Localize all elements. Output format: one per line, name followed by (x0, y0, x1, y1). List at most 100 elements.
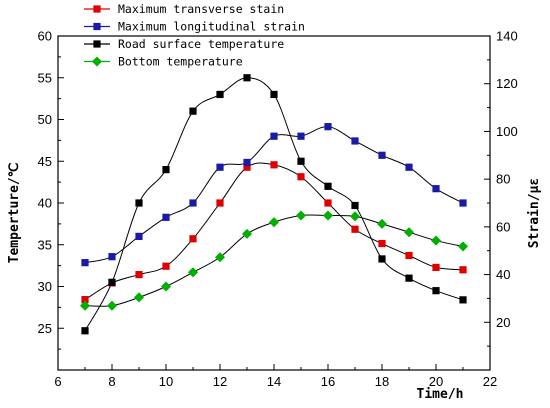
data-point-maximum-longitudinal-strain (162, 213, 170, 221)
y-right-axis-title: Strain/με (527, 178, 542, 248)
data-point-road-surface-temperature (270, 90, 278, 99)
data-point-bottom-temperature (268, 217, 280, 228)
x-tick-label: 22 (483, 374, 497, 389)
data-point-maximum-transverse-stain (270, 161, 278, 169)
data-point-bottom-temperature (349, 211, 361, 222)
legend-label-maximum-longitudinal-strain: Maximum longitudinal strain (118, 20, 305, 34)
data-point-bottom-temperature (241, 228, 253, 239)
data-point-bottom-temperature (187, 267, 199, 278)
data-point-bottom-temperature (430, 235, 442, 246)
x-tick-label: 14 (267, 374, 281, 389)
data-point-maximum-transverse-stain (216, 199, 224, 207)
y-left-tick-label: 25 (38, 321, 52, 336)
data-point-maximum-longitudinal-strain (243, 158, 251, 167)
y-right-tick-label: 100 (496, 124, 518, 139)
data-point-maximum-longitudinal-strain (459, 199, 467, 207)
data-point-maximum-longitudinal-strain (81, 259, 89, 267)
data-point-maximum-longitudinal-strain (189, 199, 197, 207)
data-point-maximum-longitudinal-strain (135, 232, 143, 240)
data-point-maximum-transverse-stain (351, 225, 359, 233)
data-point-road-surface-temperature (108, 278, 116, 286)
y-left-tick-label: 60 (38, 29, 52, 44)
data-point-bottom-temperature (403, 227, 415, 238)
data-point-maximum-transverse-stain (243, 163, 251, 171)
data-point-maximum-transverse-stain (459, 266, 467, 274)
data-point-bottom-temperature (457, 241, 469, 252)
y-right-tick-label: 40 (496, 267, 510, 282)
legend-label-road-surface-temperature: Road surface temperature (118, 37, 284, 51)
data-point-bottom-temperature (295, 210, 307, 221)
y-left-tick-label: 35 (38, 237, 52, 252)
y-right-tick-label: 60 (496, 219, 510, 234)
data-point-maximum-transverse-stain (378, 239, 386, 248)
data-point-road-surface-temperature (297, 157, 305, 165)
data-point-maximum-transverse-stain (135, 270, 143, 279)
data-point-maximum-transverse-stain (189, 235, 197, 243)
series-markers (79, 74, 469, 335)
data-point-maximum-longitudinal-strain (405, 163, 413, 171)
y-left-tick-label: 40 (38, 196, 52, 211)
data-point-road-surface-temperature (351, 201, 359, 210)
legend-marker-bottom-temperature (91, 56, 103, 67)
data-point-road-surface-temperature (216, 90, 224, 99)
data-point-road-surface-temperature (243, 74, 251, 82)
x-tick-label: 6 (54, 374, 61, 389)
y-right-tick-label: 140 (496, 29, 518, 44)
y-right-tick-label: 80 (496, 172, 510, 187)
data-point-maximum-longitudinal-strain (378, 151, 386, 159)
data-point-road-surface-temperature (162, 166, 170, 174)
data-point-road-surface-temperature (135, 199, 143, 207)
data-point-maximum-transverse-stain (324, 199, 332, 207)
data-point-road-surface-temperature (405, 274, 413, 282)
data-point-maximum-longitudinal-strain (216, 163, 224, 171)
legend-label-bottom-temperature: Bottom temperature (118, 55, 243, 69)
x-tick-label: 16 (321, 374, 335, 389)
data-point-maximum-longitudinal-strain (108, 253, 116, 261)
y-left-tick-label: 50 (38, 112, 52, 127)
y-right-tick-label: 20 (496, 315, 510, 330)
data-point-maximum-transverse-stain (81, 296, 89, 304)
data-point-road-surface-temperature (378, 255, 386, 263)
x-tick-label: 18 (375, 374, 389, 389)
data-point-bottom-temperature (106, 300, 118, 311)
data-point-maximum-transverse-stain (405, 251, 413, 260)
data-point-maximum-longitudinal-strain (324, 123, 332, 131)
data-point-maximum-transverse-stain (432, 263, 440, 272)
x-tick-label: 12 (213, 374, 227, 389)
data-point-maximum-longitudinal-strain (351, 137, 359, 145)
legend-label-maximum-transverse-stain: Maximum transverse stain (118, 2, 284, 16)
data-point-bottom-temperature (79, 300, 91, 311)
series-line-bottom-temperature (84, 214, 464, 307)
data-point-bottom-temperature (322, 210, 334, 221)
legend-marker-maximum-transverse-stain (93, 5, 101, 13)
data-point-maximum-longitudinal-strain (297, 132, 305, 140)
data-point-road-surface-temperature (432, 287, 440, 295)
data-point-road-surface-temperature (324, 182, 332, 190)
data-point-maximum-longitudinal-strain (432, 185, 440, 193)
data-point-road-surface-temperature (459, 296, 467, 304)
x-axis-title: Time/h (417, 387, 464, 402)
legend-marker-road-surface-temperature (93, 40, 101, 48)
data-point-bottom-temperature (376, 218, 388, 229)
x-tick-label: 20 (429, 374, 443, 389)
data-point-bottom-temperature (133, 292, 145, 303)
plot-frame (57, 35, 491, 371)
axes: 6 8 10 12 14 16 18 20 22 25 30 35 40 45 50 55 60 20 40 60 80… (7, 29, 542, 403)
data-point-road-surface-temperature (81, 327, 89, 335)
y-left-axis-title: Temperture/℃ (7, 163, 22, 264)
y-right-tick-label: 120 (496, 76, 518, 91)
data-point-bottom-temperature (214, 252, 226, 263)
y-left-tick-label: 55 (38, 70, 52, 85)
series-line-maximum-longitudinal-strain (84, 126, 464, 264)
data-point-road-surface-temperature (189, 107, 197, 115)
data-point-bottom-temperature (160, 281, 172, 292)
y-left-tick-label: 30 (38, 279, 52, 294)
data-point-maximum-longitudinal-strain (270, 132, 278, 140)
y-left-tick-label: 45 (38, 154, 52, 169)
data-point-maximum-transverse-stain (162, 262, 170, 270)
x-tick-label: 10 (159, 374, 173, 389)
data-point-maximum-transverse-stain (297, 173, 305, 181)
legend-marker-maximum-longitudinal-strain (93, 22, 101, 31)
x-tick-label: 8 (108, 374, 115, 389)
